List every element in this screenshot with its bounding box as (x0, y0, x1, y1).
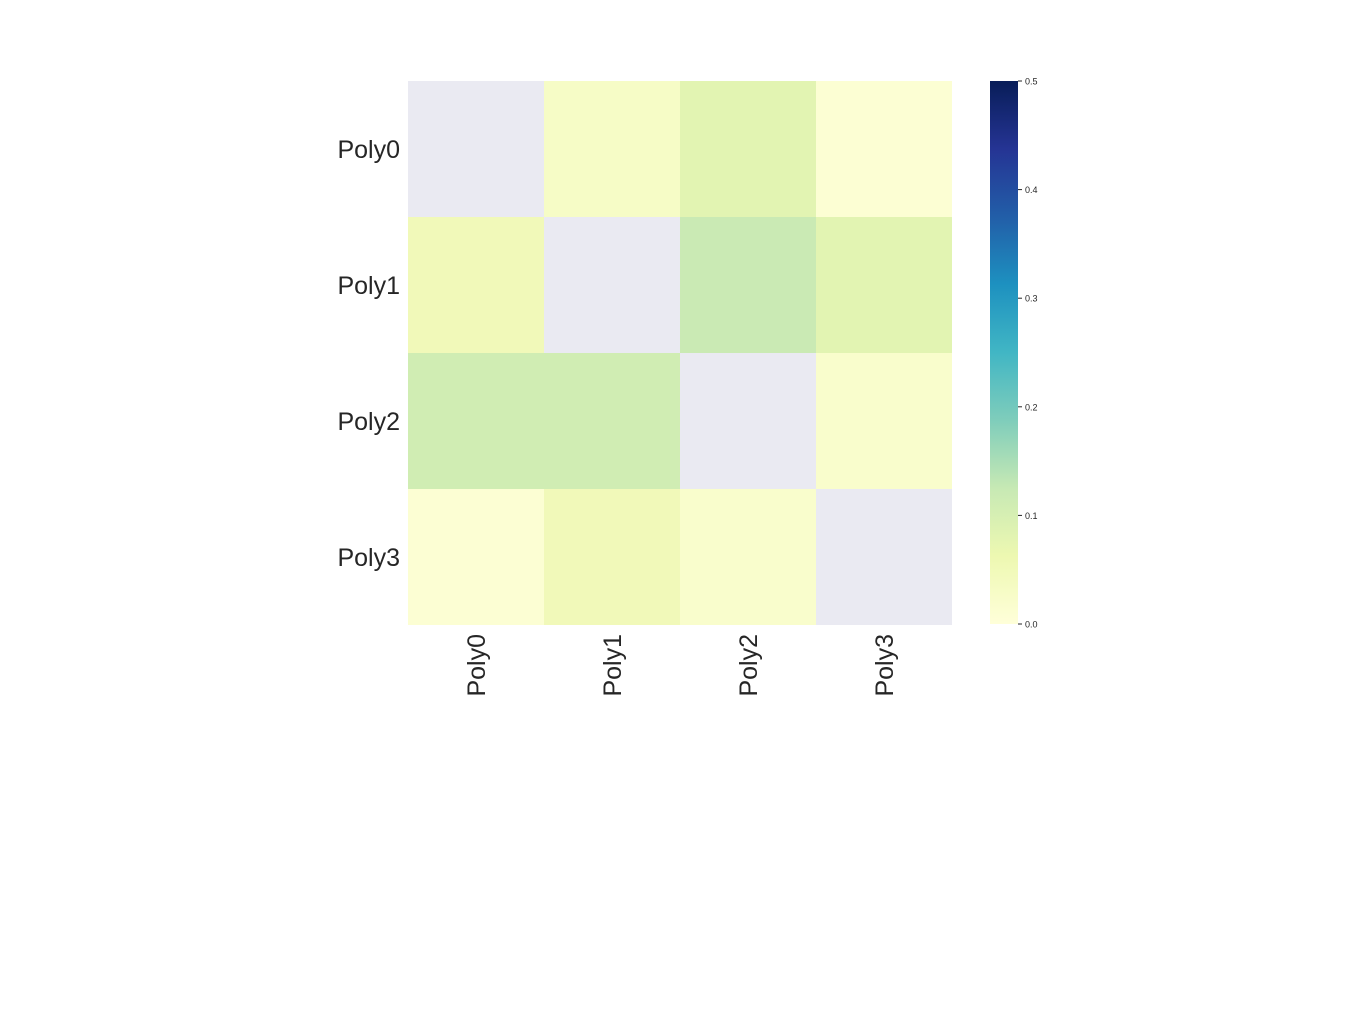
heatmap-cell-3-0 (408, 489, 544, 625)
column-label: Poly3 (871, 634, 899, 697)
row-label: Poly0 (337, 136, 400, 164)
colorbar-tick-label: 0.2 (1025, 402, 1038, 412)
heatmap-cell-2-2 (680, 353, 816, 489)
heatmap-cell-0-3 (816, 81, 952, 217)
row-label: Poly3 (337, 544, 400, 572)
column-label: Poly1 (599, 634, 627, 697)
heatmap-cell-2-3 (816, 353, 952, 489)
colorbar-gradient (990, 81, 1018, 624)
column-label: Poly2 (735, 634, 763, 697)
colorbar-tick-label: 0.4 (1025, 185, 1038, 195)
heatmap-cell-3-2 (680, 489, 816, 625)
colorbar-tick-label: 0.1 (1025, 511, 1038, 521)
column-label: Poly0 (463, 634, 491, 697)
heatmap-cell-3-1 (544, 489, 680, 625)
heatmap-cell-0-1 (544, 81, 680, 217)
heatmap-cell-1-1 (544, 217, 680, 353)
colorbar-ticks: 0.0 0.1 0.2 0.3 0.4 0.5 (1018, 77, 1038, 630)
heatmap-cell-2-1 (544, 353, 680, 489)
heatmap-cell-1-0 (408, 217, 544, 353)
heatmap-cells (408, 81, 952, 625)
row-label: Poly2 (337, 408, 400, 436)
heatmap-cell-0-2 (680, 81, 816, 217)
colorbar-tick-label: 0.0 (1025, 620, 1038, 630)
colorbar-tick-label: 0.5 (1025, 77, 1038, 87)
colorbar-tick-label: 0.3 (1025, 294, 1038, 304)
colorbar (990, 81, 1018, 624)
column-labels: Poly0 Poly1 Poly2 Poly3 (463, 634, 899, 697)
row-labels: Poly0 Poly1 Poly2 Poly3 (337, 136, 400, 572)
heatmap-cell-1-2 (680, 217, 816, 353)
heatmap-cell-3-3 (816, 489, 952, 625)
heatmap-cell-0-0 (408, 81, 544, 217)
heatmap-cell-1-3 (816, 217, 952, 353)
row-label: Poly1 (337, 272, 400, 300)
heatmap-cell-2-0 (408, 353, 544, 489)
